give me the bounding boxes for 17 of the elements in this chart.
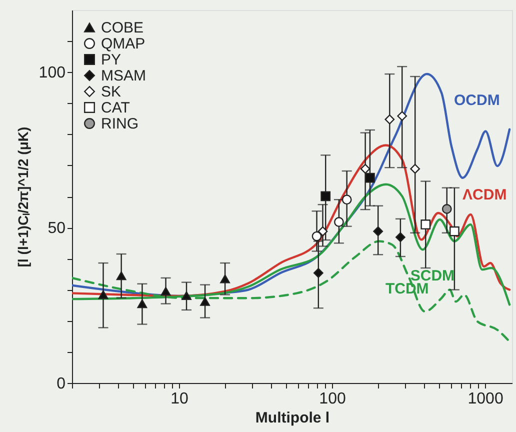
series-label: ΛCDM xyxy=(462,186,507,204)
series-label: OCDM xyxy=(454,92,500,110)
x-tick-label: 1000 xyxy=(468,390,504,408)
legend-label: COBE xyxy=(101,20,144,36)
legend-label: CAT xyxy=(101,100,130,116)
y-tick-label: 100 xyxy=(38,64,66,82)
y-axis-title: [l (l+1)Cₗ/2π]^1/2 (μK) xyxy=(14,126,31,268)
legend-label: RING xyxy=(101,116,138,132)
legend-label: MSAM xyxy=(101,68,146,84)
legend-label: PY xyxy=(101,52,122,68)
y-tick-label: 50 xyxy=(48,220,66,238)
legend-label: QMAP xyxy=(101,36,146,52)
legend-label: SK xyxy=(101,84,122,100)
x-tick-label: 100 xyxy=(319,390,346,408)
y-tick-label: 0 xyxy=(56,376,66,392)
x-tick-label: 10 xyxy=(170,390,188,408)
x-axis-title: Multipole l xyxy=(255,410,330,426)
